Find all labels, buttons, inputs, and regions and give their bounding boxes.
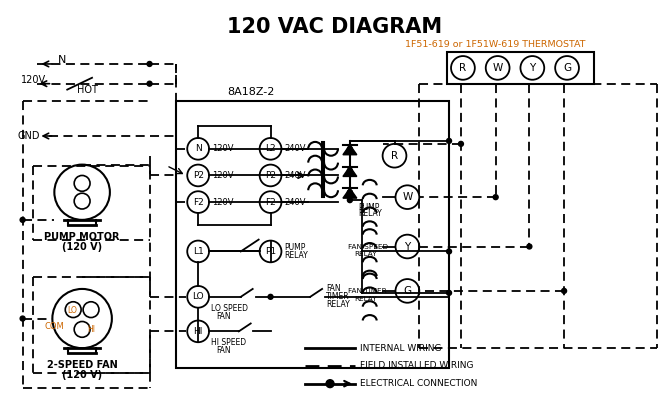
Polygon shape [343,145,357,155]
Text: 240V: 240V [285,171,306,180]
Text: FAN TIMER: FAN TIMER [348,288,387,294]
Text: 240V: 240V [285,198,306,207]
Text: Y: Y [529,63,535,73]
Text: FAN SPEED: FAN SPEED [348,243,388,249]
Circle shape [561,288,567,293]
Circle shape [348,190,352,195]
Circle shape [527,244,532,249]
Circle shape [20,316,25,321]
Text: P2: P2 [193,171,204,180]
Text: HI SPEED: HI SPEED [211,338,246,347]
Text: RELAY: RELAY [354,251,377,257]
Bar [176,101,449,368]
Circle shape [348,198,352,203]
Text: L1: L1 [193,247,204,256]
Text: HI: HI [194,327,203,336]
Text: 240V: 240V [285,144,306,153]
Text: COM: COM [44,322,64,331]
Text: FIELD INSTALLED WIRING: FIELD INSTALLED WIRING [360,362,473,370]
Text: RELAY: RELAY [354,296,377,302]
Text: P1: P1 [265,247,276,256]
Circle shape [268,295,273,299]
Text: 8A18Z-2: 8A18Z-2 [227,86,275,96]
Text: INTERNAL WIRING: INTERNAL WIRING [360,344,442,353]
Text: R: R [460,63,466,73]
Circle shape [147,62,152,67]
Circle shape [326,380,334,388]
Text: GND: GND [17,131,40,141]
Circle shape [447,290,452,295]
Text: RELAY: RELAY [358,210,381,218]
Text: 120V: 120V [21,75,46,85]
Text: ELECTRICAL CONNECTION: ELECTRICAL CONNECTION [360,379,477,388]
Text: LO: LO [67,306,77,315]
Text: FAN: FAN [216,312,230,321]
Text: (120 V): (120 V) [62,242,103,251]
Text: RELAY: RELAY [326,300,350,309]
Text: R: R [391,151,398,161]
Text: HI: HI [87,325,95,334]
Text: F2: F2 [193,198,204,207]
Circle shape [458,142,464,146]
Text: 120V: 120V [212,144,234,153]
Text: 120V: 120V [212,198,234,207]
Circle shape [348,146,352,151]
Text: N: N [195,144,202,153]
Text: G: G [403,286,411,296]
Text: W: W [402,192,413,202]
Text: (120 V): (120 V) [62,370,103,380]
Text: FAN: FAN [326,285,341,293]
Text: TIMER: TIMER [326,292,350,301]
Circle shape [447,138,452,143]
Circle shape [493,195,498,199]
Text: W: W [492,63,502,73]
Text: F2: F2 [265,198,276,207]
Text: HOT: HOT [77,85,98,95]
Circle shape [20,217,25,222]
Polygon shape [343,167,357,176]
Text: LO SPEED: LO SPEED [211,304,248,313]
Bar [447,52,594,84]
Text: PUMP: PUMP [285,243,306,252]
Text: RELAY: RELAY [285,251,308,260]
Text: N: N [58,55,66,65]
Text: P2: P2 [265,171,276,180]
Polygon shape [343,188,357,198]
Text: 120V: 120V [212,171,234,180]
Text: FAN: FAN [216,346,230,355]
Text: PUMP: PUMP [358,202,379,212]
Text: G: G [563,63,571,73]
Text: Y: Y [404,241,411,251]
Text: L2: L2 [265,144,276,153]
Circle shape [147,81,152,86]
Text: LO: LO [192,292,204,301]
Text: PUMP MOTOR: PUMP MOTOR [44,232,120,242]
Text: 2-SPEED FAN: 2-SPEED FAN [47,360,117,370]
Circle shape [447,249,452,254]
Text: 120 VAC DIAGRAM: 120 VAC DIAGRAM [227,17,443,36]
Text: 1F51-619 or 1F51W-619 THERMOSTAT: 1F51-619 or 1F51W-619 THERMOSTAT [405,40,586,49]
Circle shape [348,168,352,173]
